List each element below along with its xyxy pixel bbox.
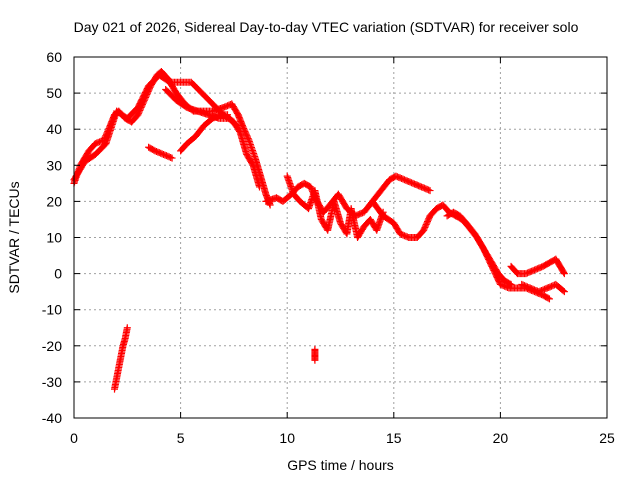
data-point	[244, 135, 252, 143]
y-tick-label: -20	[42, 338, 62, 354]
data-point	[507, 280, 515, 288]
data-point	[560, 270, 568, 278]
data-point	[425, 186, 433, 194]
chart-title: Day 021 of 2026, Sidereal Day-to-day VTE…	[74, 19, 579, 35]
data-point	[123, 324, 131, 332]
y-tick-label: -40	[42, 410, 62, 426]
data-layer	[70, 67, 568, 393]
data-point	[560, 288, 568, 296]
y-tick-label: 10	[46, 230, 62, 246]
x-tick-label: 0	[70, 430, 78, 446]
data-point	[544, 294, 552, 302]
y-tick-label: 0	[54, 266, 62, 282]
series-tail-lower	[518, 280, 568, 296]
x-tick-label: 5	[177, 430, 185, 446]
y-tick-label: 30	[46, 157, 62, 173]
x-tick-label: 25	[599, 430, 615, 446]
data-point	[545, 295, 553, 303]
data-point	[232, 122, 240, 130]
data-point	[216, 111, 224, 119]
series-scatter-cluster	[283, 172, 387, 241]
data-point	[560, 268, 568, 276]
y-axis-label: SDTVAR / TECUs	[6, 181, 22, 293]
y-tick-label: 50	[46, 85, 62, 101]
data-point	[559, 287, 567, 295]
data-point	[255, 183, 263, 191]
y-tick-label: -10	[42, 302, 62, 318]
series-main-trace-b	[70, 71, 263, 191]
data-point	[426, 187, 434, 195]
y-tick-label: 60	[46, 49, 62, 65]
x-axis-label: GPS time / hours	[287, 457, 394, 473]
data-point	[231, 121, 239, 129]
x-tick-label: 15	[386, 430, 402, 446]
series-tail-upper	[507, 255, 568, 278]
x-tick-label: 20	[493, 430, 509, 446]
data-point	[167, 153, 175, 161]
data-point	[168, 154, 176, 162]
tick-layer	[73, 56, 608, 419]
y-tick-label: -30	[42, 374, 62, 390]
data-point	[311, 356, 319, 364]
data-point	[224, 111, 232, 119]
y-tick-label: 40	[46, 121, 62, 137]
label-layer: 0 5 10 15 20 25 -40 -30 -20 -10 0 10 20 30 40 50 60	[42, 49, 615, 446]
series-low-segment-left	[111, 324, 131, 393]
x-tick-label: 10	[279, 430, 295, 446]
y-tick-label: 20	[46, 193, 62, 209]
series-left-middle-fragment	[145, 143, 176, 162]
series-mid-rising-fragment	[177, 111, 232, 155]
series-low-segment-middle	[311, 345, 319, 364]
